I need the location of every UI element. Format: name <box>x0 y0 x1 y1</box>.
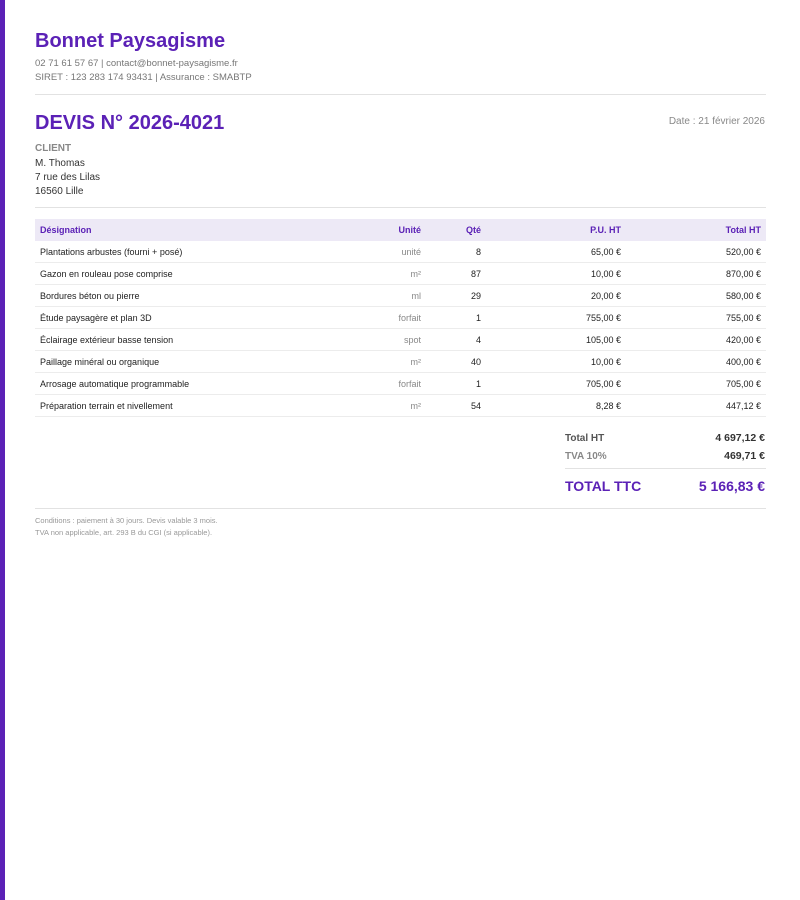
table-cell: 705,00 € <box>626 372 766 395</box>
contact-line: 02 71 61 57 67 | contact@bonnet-paysagis… <box>35 58 238 69</box>
table-cell: 420,00 € <box>626 328 766 351</box>
table-row: Éclairage extérieur basse tension spot 4 10… <box>35 328 766 351</box>
table-cell: m² <box>356 262 426 285</box>
table-row: Plantations arbustes (fourni + posé) unit… <box>35 241 766 263</box>
table-cell: 520,00 € <box>626 241 766 263</box>
table-cell: forfait <box>356 372 426 395</box>
table-cell: 54 <box>426 394 486 417</box>
items-table: Désignation Unité Qté P.U. HT Total HT Planta… <box>35 219 766 417</box>
divider <box>35 94 766 95</box>
divider <box>565 468 766 469</box>
table-cell: 87 <box>426 262 486 285</box>
table-cell: 65,00 € <box>486 241 626 263</box>
table-cell: 705,00 € <box>486 372 626 395</box>
table-cell: 10,00 € <box>486 350 626 373</box>
table-cell: 105,00 € <box>486 328 626 351</box>
ttc: 5 166,83 € <box>698 478 765 494</box>
column-header: Qté <box>426 219 486 241</box>
table-cell: Gazon en rouleau pose comprise <box>35 262 356 285</box>
table-cell: 580,00 € <box>626 284 766 307</box>
total-ht: 4 697,12 € <box>715 432 765 444</box>
client-line: M. Thomas <box>35 158 85 169</box>
client-line: 16560 Lille <box>35 186 84 197</box>
table-cell: Éclairage extérieur basse tension <box>35 328 356 351</box>
legal-line: SIRET : 123 283 174 93431 | Assurance : … <box>35 72 252 83</box>
table-cell: 4 <box>426 328 486 351</box>
table-cell: spot <box>356 328 426 351</box>
column-header: Unité <box>356 219 426 241</box>
client-label: CLIENT <box>35 143 72 154</box>
table-cell: Préparation terrain et nivellement <box>35 394 356 417</box>
table-cell: Arrosage automatique programmable <box>35 372 356 395</box>
quote-date: Date : 21 février 2026 <box>668 116 765 127</box>
table-cell: 10,00 € <box>486 262 626 285</box>
table-row: Gazon en rouleau pose comprise m² 87 10,00 … <box>35 262 766 285</box>
table-cell: 8 <box>426 241 486 263</box>
total-ht-label: Total HT <box>565 433 605 444</box>
table-cell: 755,00 € <box>486 306 626 329</box>
table-cell: Étude paysagère et plan 3D <box>35 306 356 329</box>
tva-label: TVA 10% <box>565 451 607 462</box>
condition-line: TVA non applicable, art. 293 B du CGI (s… <box>35 528 213 537</box>
table-cell: 1 <box>426 306 486 329</box>
divider <box>35 508 766 509</box>
table-cell: 755,00 € <box>626 306 766 329</box>
column-header: P.U. HT <box>486 219 626 241</box>
table-header: Désignation Unité Qté P.U. HT Total HT <box>35 219 766 241</box>
table-cell: 29 <box>426 284 486 307</box>
table-cell: 447,12 € <box>626 394 766 417</box>
accent-bar <box>0 0 5 900</box>
client-line: 7 rue des Lilas <box>35 172 101 183</box>
table-cell: m² <box>356 350 426 373</box>
table-row: Étude paysagère et plan 3D forfait 1 755,00… <box>35 306 766 329</box>
table-row: Paillage minéral ou organique m² 40 10,00 €… <box>35 350 766 373</box>
quote-title: DEVIS N° 2026-4021 <box>35 112 225 134</box>
table-row: Préparation terrain et nivellement m² 54 8,… <box>35 394 766 417</box>
table-row: Bordures béton ou pierre ml 29 20,00 €580,0… <box>35 284 766 307</box>
table-cell: forfait <box>356 306 426 329</box>
table-cell: Plantations arbustes (fourni + posé) <box>35 241 356 263</box>
table-cell: 8,28 € <box>486 394 626 417</box>
table-cell: Bordures béton ou pierre <box>35 284 356 307</box>
tva: 469,71 € <box>724 450 765 462</box>
table-body: Plantations arbustes (fourni + posé) unit… <box>35 241 766 417</box>
table-cell: m² <box>356 394 426 417</box>
column-header: Total HT <box>626 219 766 241</box>
table-cell: ml <box>356 284 426 307</box>
ttc-label: TOTAL TTC <box>565 478 642 494</box>
table-row: Arrosage automatique programmable forfait… <box>35 372 766 395</box>
table-cell: unité <box>356 241 426 263</box>
table-cell: 20,00 € <box>486 284 626 307</box>
column-header: Désignation <box>35 219 356 241</box>
table-cell: 400,00 € <box>626 350 766 373</box>
table-cell: 870,00 € <box>626 262 766 285</box>
condition-line: Conditions : paiement à 30 jours. Devis … <box>35 516 218 525</box>
table-cell: Paillage minéral ou organique <box>35 350 356 373</box>
divider <box>35 207 766 208</box>
company-name: Bonnet Paysagisme <box>35 30 226 52</box>
table-cell: 1 <box>426 372 486 395</box>
table-cell: 40 <box>426 350 486 373</box>
